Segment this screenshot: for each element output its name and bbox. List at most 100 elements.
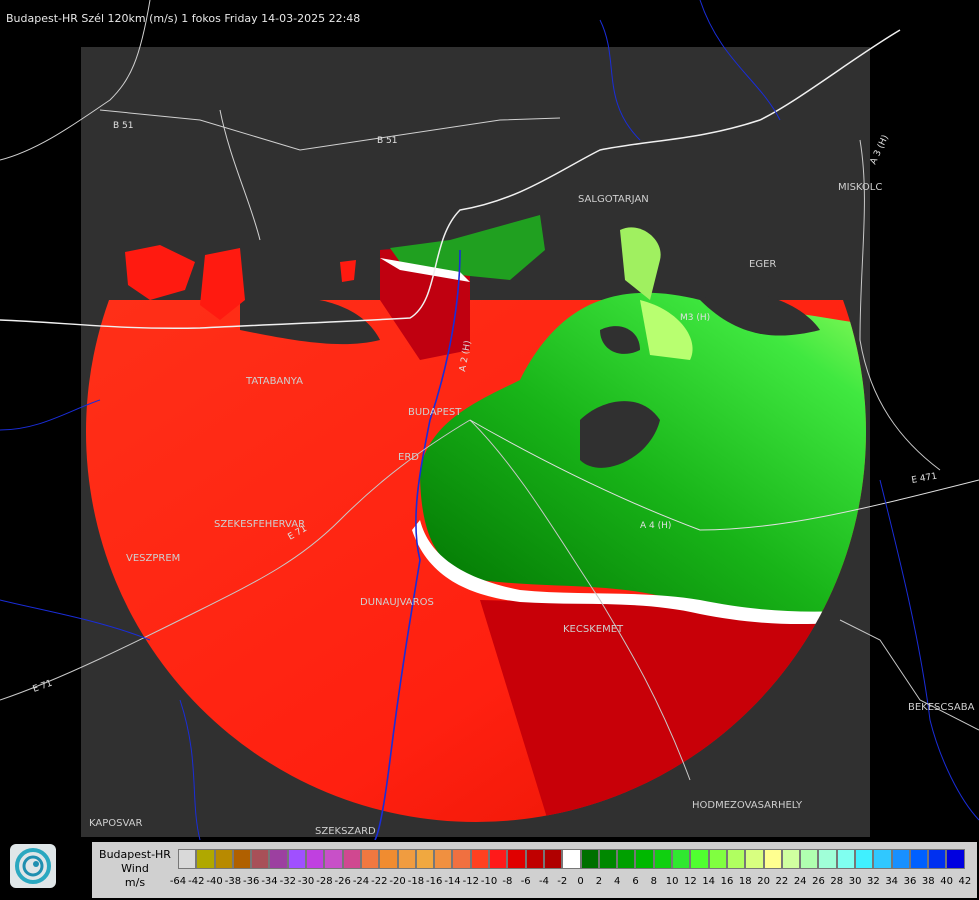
legend-swatch xyxy=(543,849,563,869)
north-echoes xyxy=(125,215,693,360)
legend-label: Budapest-HR Wind m/s xyxy=(92,842,178,898)
legend-swatch xyxy=(690,849,709,869)
legend-swatch xyxy=(635,849,654,869)
city-label: HODMEZOVASARHELY xyxy=(692,800,803,811)
legend-tick-label: -64 xyxy=(169,876,187,887)
legend-tick-label: 40 xyxy=(940,876,953,887)
city-label: KECSKEMET xyxy=(563,624,624,635)
legend-swatch xyxy=(726,849,746,869)
legend-tick-label: 22 xyxy=(775,876,789,887)
legend-tick-label: -22 xyxy=(371,876,388,887)
city-label: KAPOSVAR xyxy=(89,818,143,829)
legend-swatch xyxy=(617,849,636,869)
legend-swatch xyxy=(854,849,874,869)
legend-swatch xyxy=(653,849,673,869)
road-label: E 71 xyxy=(32,679,54,695)
city-label: SZEKESFEHERVAR xyxy=(214,519,305,530)
legend-tick-label: 24 xyxy=(793,876,807,887)
legend-tick-label: -32 xyxy=(279,876,296,887)
swirl-logo-icon xyxy=(15,848,51,884)
legend-tick-label: -38 xyxy=(224,876,242,887)
legend-tick-label: 34 xyxy=(885,876,899,887)
legend-tick-label: -36 xyxy=(243,876,260,887)
city-label: SZEKSZARD xyxy=(315,826,376,837)
legend-swatch xyxy=(525,849,544,869)
legend-swatch xyxy=(873,849,892,869)
legend-swatch xyxy=(232,849,252,869)
legend-swatch xyxy=(562,849,581,869)
legend-swatch xyxy=(672,849,691,869)
legend-tick-label: 28 xyxy=(830,876,844,887)
city-label: VESZPREM xyxy=(126,553,180,564)
road-label: E 471 xyxy=(911,472,938,486)
road-label: A 4 (H) xyxy=(640,521,671,531)
legend-tick-label: -16 xyxy=(426,876,443,887)
legend-swatch xyxy=(928,849,947,869)
legend-swatch xyxy=(598,849,618,869)
legend-swatch xyxy=(580,849,599,869)
city-label: TATABANYA xyxy=(245,376,303,387)
legend-tick-label: -2 xyxy=(557,876,568,887)
legend-ticks: -64 -42 -40 -38 -36 -34 -32 -30 -28 -26 -24 -22 -20-… xyxy=(170,876,978,890)
legend-swatch xyxy=(415,849,435,869)
legend-swatches xyxy=(178,849,965,869)
legend-tick-label: 32 xyxy=(867,876,880,887)
legend-swatch xyxy=(287,849,307,869)
road-label: B 51 xyxy=(377,136,398,146)
radar-map: SALGOTARJAN EGER MISKOLC TATABANYA BUDAP… xyxy=(0,0,979,840)
legend-swatch xyxy=(470,849,490,869)
legend-swatch xyxy=(251,849,270,869)
legend-tick-label: 2 xyxy=(595,876,603,887)
legend-swatch xyxy=(452,849,471,869)
legend-swatch xyxy=(178,849,197,869)
page-title: Budapest-HR Szél 120km (m/s) 1 fokos Fri… xyxy=(6,12,361,25)
legend-swatch xyxy=(196,849,215,869)
city-label: BUDAPEST xyxy=(408,407,462,418)
legend-swatch xyxy=(306,849,325,869)
legend-tick-label: -6 xyxy=(520,876,531,887)
city-label: ERD xyxy=(398,452,419,463)
road-label: A 3 (H) xyxy=(869,134,891,167)
legend-tick-label: -4 xyxy=(539,876,549,887)
city-label: MISKOLC xyxy=(838,182,882,193)
legend-swatch xyxy=(836,849,855,869)
legend-unit: m/s xyxy=(124,876,146,889)
legend-tick-label: 4 xyxy=(614,876,621,887)
road-label: B 51 xyxy=(113,121,134,131)
legend-tick-label: 16 xyxy=(720,876,734,887)
legend-tick-label: 14 xyxy=(702,876,716,887)
city-label: SALGOTARJAN xyxy=(578,194,649,205)
legend-tick-label: 38 xyxy=(921,876,935,887)
legend-swatch xyxy=(360,849,380,869)
legend-tick-label: -12 xyxy=(462,876,479,887)
city-label: BEKESCSABA xyxy=(908,702,975,713)
legend-variable: Wind xyxy=(121,862,149,875)
legend-swatch xyxy=(818,849,837,869)
legend-swatch xyxy=(507,849,526,869)
legend-tick-label: 20 xyxy=(757,876,770,887)
legend-swatch xyxy=(434,849,453,869)
legend-swatch xyxy=(946,849,965,869)
legend-swatch xyxy=(763,849,782,869)
legend-tick-label: -20 xyxy=(389,876,406,887)
legend-tick-label: 26 xyxy=(812,876,825,887)
legend-tick-label: -40 xyxy=(206,876,223,887)
city-label: EGER xyxy=(749,259,776,270)
legend-tick-label: 12 xyxy=(684,876,697,887)
legend-swatch xyxy=(781,849,801,869)
legend-tick-label: -24 xyxy=(352,876,370,887)
legend-swatch xyxy=(269,849,288,869)
logo xyxy=(10,844,56,888)
legend-tick-label: -14 xyxy=(444,876,461,887)
legend-swatch xyxy=(891,849,910,869)
legend-swatch xyxy=(745,849,764,869)
legend-swatch xyxy=(342,849,361,869)
legend-swatch xyxy=(214,849,233,869)
city-label: DUNAUJVAROS xyxy=(360,597,434,608)
legend-swatch xyxy=(800,849,819,869)
legend-radar-name: Budapest-HR xyxy=(99,848,171,861)
legend-swatch xyxy=(489,849,508,869)
legend-tick-label: 42 xyxy=(958,876,972,887)
legend-tick-label: 30 xyxy=(848,876,862,887)
radar-echo xyxy=(86,291,866,822)
